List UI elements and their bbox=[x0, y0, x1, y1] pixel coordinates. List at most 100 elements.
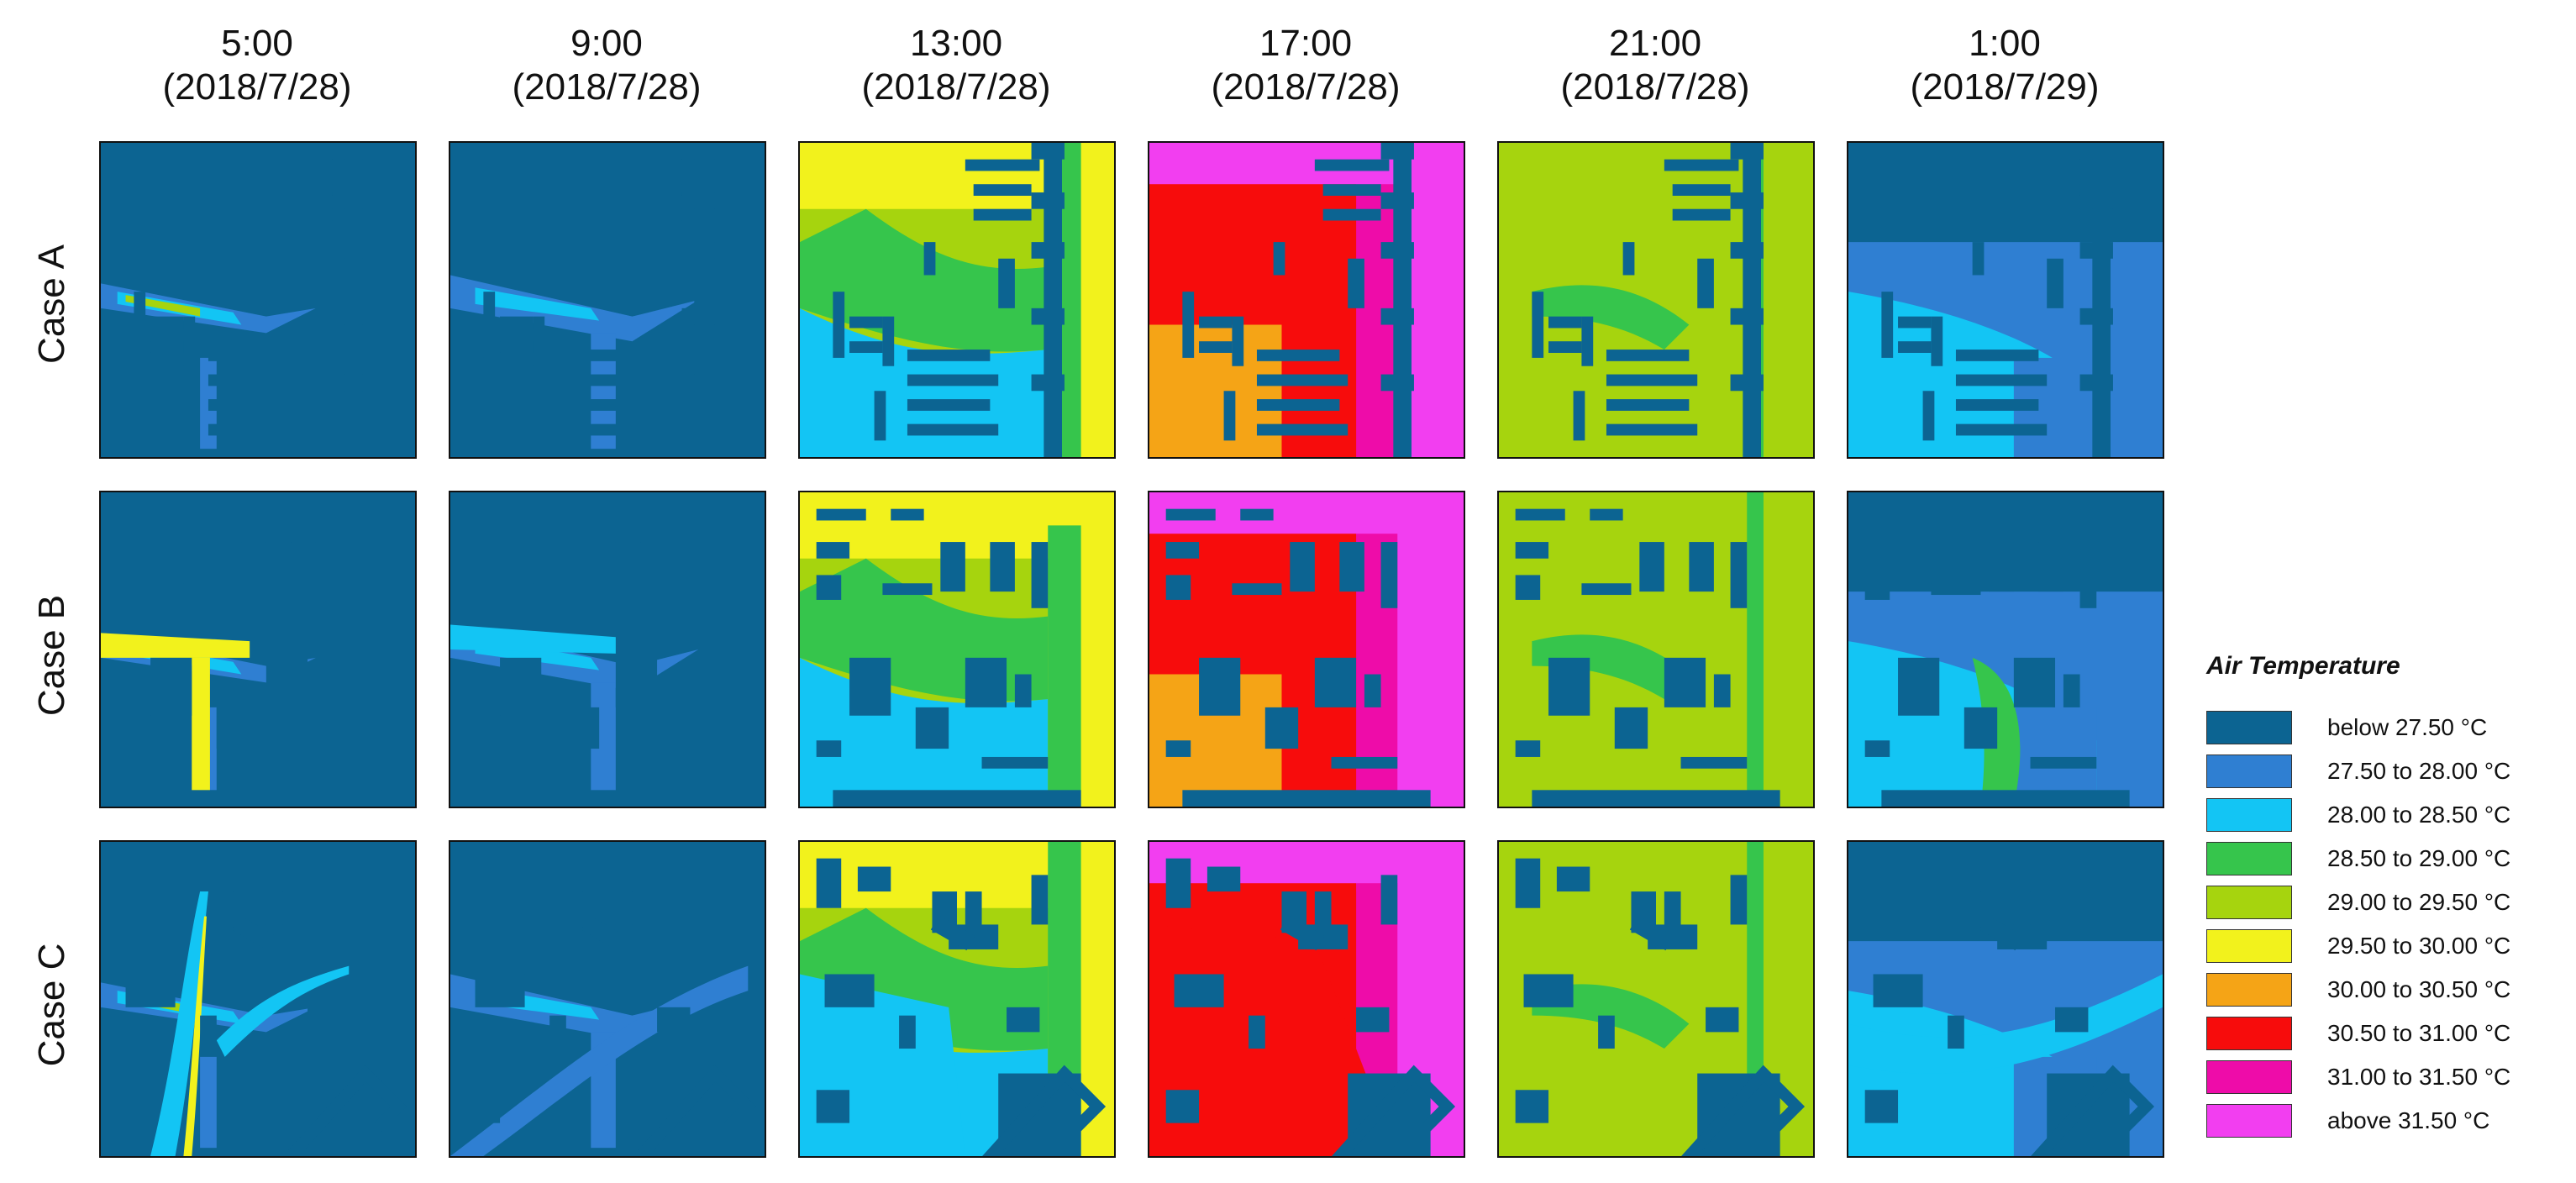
building-block bbox=[500, 657, 542, 716]
legend-swatch bbox=[2206, 754, 2292, 788]
column-time: 5:00 bbox=[221, 23, 293, 64]
building-block bbox=[1240, 508, 1274, 521]
building-block bbox=[1356, 1007, 1390, 1033]
temperature-zone bbox=[1848, 974, 2163, 1074]
building-outline bbox=[283, 1065, 407, 1156]
building-block bbox=[1606, 399, 1690, 411]
legend-label: 28.50 to 29.00 °C bbox=[2327, 845, 2511, 871]
building-block bbox=[649, 258, 665, 308]
building-block bbox=[1548, 341, 1582, 353]
building-block bbox=[158, 866, 192, 892]
building-block bbox=[500, 316, 534, 329]
building-block bbox=[816, 575, 842, 600]
road-block bbox=[694, 143, 712, 457]
temperature-zone bbox=[183, 916, 207, 1156]
building-block bbox=[1331, 756, 1398, 769]
building-block bbox=[117, 575, 143, 600]
building-block bbox=[1706, 1007, 1739, 1033]
building-block bbox=[1199, 341, 1233, 353]
building-block bbox=[231, 915, 276, 951]
building-block bbox=[965, 891, 982, 933]
building-block bbox=[1290, 542, 1315, 592]
temperature-zone bbox=[101, 633, 250, 658]
building-block bbox=[117, 858, 143, 908]
building-block bbox=[332, 875, 350, 925]
building-block bbox=[907, 374, 999, 386]
temperature-map-case-a-0100 bbox=[1847, 141, 2164, 459]
temperature-map-svg bbox=[1149, 143, 1464, 457]
building-block bbox=[2013, 657, 2056, 707]
building-block bbox=[615, 891, 633, 933]
temperature-zone bbox=[475, 287, 600, 321]
building-block bbox=[549, 1015, 566, 1049]
building-block bbox=[1964, 707, 1998, 749]
building-block bbox=[475, 974, 525, 1007]
road-block bbox=[332, 374, 365, 392]
building-block bbox=[833, 790, 1081, 807]
road-block bbox=[1031, 143, 1065, 160]
temperature-zone bbox=[1149, 324, 1282, 457]
building-block bbox=[1955, 423, 2048, 436]
road-block bbox=[1730, 143, 1764, 160]
building-block bbox=[1573, 391, 1585, 441]
building-block bbox=[1664, 657, 1706, 707]
legend-swatch bbox=[2206, 842, 2292, 875]
temperature-zone bbox=[150, 891, 208, 1156]
building-block bbox=[1256, 399, 1340, 411]
building-block bbox=[1606, 423, 1698, 436]
building-block bbox=[1182, 790, 1431, 807]
building-block bbox=[208, 399, 292, 411]
road-block bbox=[681, 143, 715, 160]
temperature-zone bbox=[1532, 285, 1690, 350]
building-block bbox=[990, 542, 1015, 592]
column-date: (2018/7/28) bbox=[861, 66, 1051, 108]
building-block bbox=[125, 974, 176, 1007]
road-block bbox=[1031, 374, 1065, 392]
road-block bbox=[332, 242, 365, 259]
building-block bbox=[117, 1090, 151, 1123]
building-block bbox=[1598, 1015, 1615, 1049]
building-block bbox=[308, 1007, 341, 1033]
legend-title: Air Temperature bbox=[2206, 652, 2400, 680]
temperature-map-case-c-1300 bbox=[798, 840, 1116, 1158]
building-outline bbox=[1332, 1065, 1456, 1156]
building-block bbox=[332, 542, 350, 608]
building-block bbox=[1898, 657, 1940, 716]
building-block bbox=[649, 1073, 732, 1156]
building-block bbox=[1864, 1090, 1899, 1123]
building-block bbox=[849, 657, 891, 716]
building-block bbox=[1730, 542, 1748, 608]
building-block bbox=[1955, 350, 2039, 361]
column-header-0500: 5:00 (2018/7/28) bbox=[97, 22, 417, 109]
building-block bbox=[2030, 756, 2097, 769]
building-outline bbox=[1681, 1065, 1806, 1156]
building-block bbox=[1314, 891, 1332, 933]
building-block bbox=[557, 374, 649, 386]
temperature-map-svg bbox=[450, 842, 765, 1156]
road-block bbox=[344, 143, 363, 457]
building-block bbox=[615, 657, 658, 707]
building-block bbox=[2079, 875, 2097, 925]
building-block bbox=[1898, 316, 1932, 329]
building-block bbox=[533, 316, 545, 366]
building-block bbox=[1182, 292, 1195, 358]
building-outline bbox=[2031, 1065, 2155, 1156]
building-block bbox=[1165, 508, 1216, 521]
building-block bbox=[1864, 740, 1890, 757]
legend-swatch bbox=[2206, 1017, 2292, 1050]
building-block bbox=[216, 707, 250, 749]
building-block bbox=[1532, 292, 1544, 358]
building-block bbox=[849, 341, 883, 353]
building-block bbox=[940, 542, 965, 592]
temperature-zone bbox=[1080, 492, 1114, 807]
legend-swatch bbox=[2206, 1060, 2292, 1094]
building-block bbox=[891, 508, 924, 521]
building-block bbox=[241, 542, 266, 592]
building-block bbox=[1556, 866, 1590, 892]
temperature-map-svg bbox=[800, 143, 1114, 457]
building-block bbox=[665, 674, 682, 707]
road-block bbox=[1380, 192, 1414, 209]
building-block bbox=[1348, 1073, 1431, 1156]
building-block bbox=[2063, 674, 2080, 707]
building-block bbox=[1664, 159, 1739, 171]
